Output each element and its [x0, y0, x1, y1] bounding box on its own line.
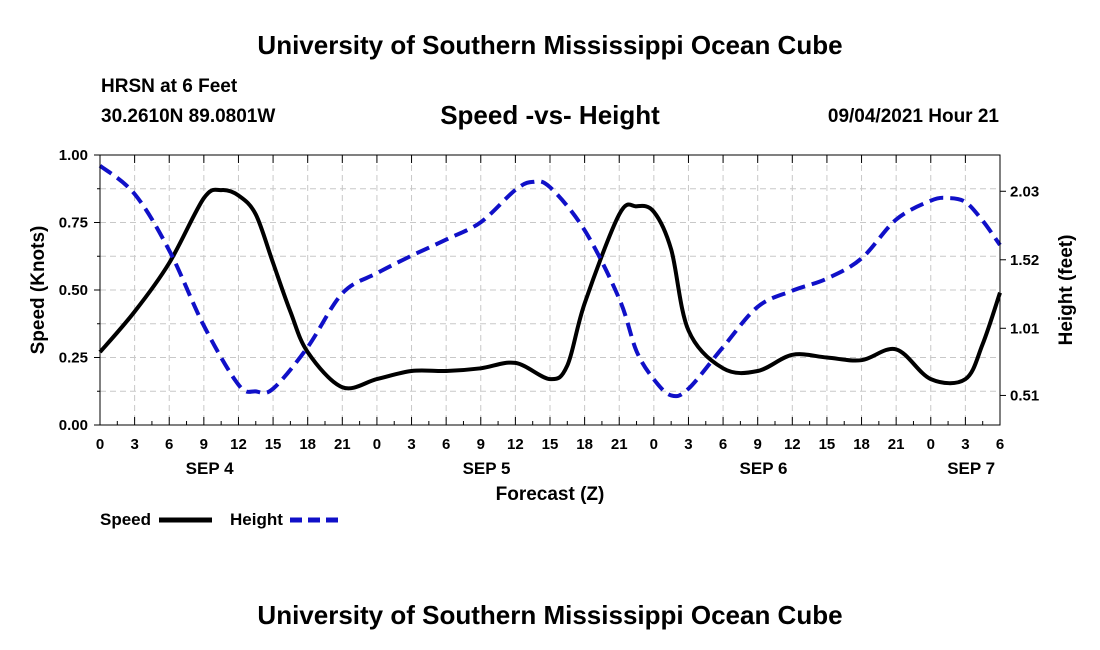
x-tick-label: 6	[442, 436, 450, 453]
x-tick-label: 21	[611, 436, 628, 453]
series-line-height	[98, 164, 1002, 399]
x-tick-label: 3	[407, 436, 415, 453]
day-label: SEP 6	[740, 459, 788, 478]
x-tick-label: 18	[576, 436, 593, 453]
left-tick-label: 1.00	[59, 147, 88, 164]
legend: Speed Height	[100, 510, 342, 529]
day-label: SEP 7	[947, 459, 995, 478]
page-title-bottom: University of Southern Mississippi Ocean…	[257, 600, 843, 630]
x-tick-label: 12	[507, 436, 524, 453]
left-tick-label: 0.00	[59, 417, 88, 434]
x-tick-label: 9	[200, 436, 208, 453]
station-coordinates: 30.2610N 89.0801W	[101, 106, 276, 127]
forecast-timestamp: 09/04/2021 Hour 21	[827, 106, 999, 127]
chart-title: Speed -vs- Height	[440, 100, 660, 130]
day-label: SEP 4	[186, 459, 234, 478]
axis-ticks: 0 3 6 9 12 15 18 21 0 3 6 9 12 15 18 21 0 3 6 9 12 15 18 21 0 3 6S…	[59, 147, 1039, 478]
right-tick-label: 1.01	[1010, 320, 1039, 337]
x-tick-label: 9	[754, 436, 762, 453]
left-tick-label: 0.50	[59, 282, 88, 299]
x-tick-label: 12	[230, 436, 247, 453]
x-tick-label: 3	[961, 436, 969, 453]
x-tick-label: 6	[719, 436, 727, 453]
page-title-top: University of Southern Mississippi Ocean…	[257, 30, 843, 60]
x-tick-label: 9	[477, 436, 485, 453]
x-tick-label: 12	[784, 436, 801, 453]
x-tick-label: 6	[165, 436, 173, 453]
day-label: SEP 5	[463, 459, 511, 478]
x-tick-label: 15	[542, 436, 559, 453]
x-tick-label: 0	[373, 436, 381, 453]
series-line-speed	[98, 187, 1002, 391]
right-tick-label: 2.03	[1010, 183, 1039, 200]
right-tick-label: 1.52	[1010, 252, 1039, 269]
y-axis-label-right: Height (feet)	[1056, 235, 1077, 346]
x-tick-label: 0	[96, 436, 104, 453]
x-tick-label: 6	[996, 436, 1004, 453]
legend-label-height: Height	[230, 510, 283, 529]
x-tick-label: 15	[265, 436, 282, 453]
left-tick-label: 0.75	[59, 215, 88, 232]
right-tick-label: 0.51	[1010, 387, 1039, 404]
x-tick-label: 0	[927, 436, 935, 453]
y-axis-label-left: Speed (Knots)	[28, 226, 49, 355]
x-tick-label: 21	[334, 436, 351, 453]
x-tick-label: 18	[299, 436, 316, 453]
x-tick-label: 21	[888, 436, 905, 453]
x-tick-label: 3	[684, 436, 692, 453]
x-tick-label: 0	[650, 436, 658, 453]
series-layer	[98, 164, 1002, 399]
x-tick-label: 18	[853, 436, 870, 453]
station-label: HRSN at 6 Feet	[101, 76, 238, 97]
x-tick-label: 15	[819, 436, 836, 453]
x-axis-label: Forecast (Z)	[496, 484, 605, 505]
left-tick-label: 0.25	[59, 350, 88, 367]
legend-label-speed: Speed	[100, 510, 151, 529]
x-tick-label: 3	[130, 436, 138, 453]
